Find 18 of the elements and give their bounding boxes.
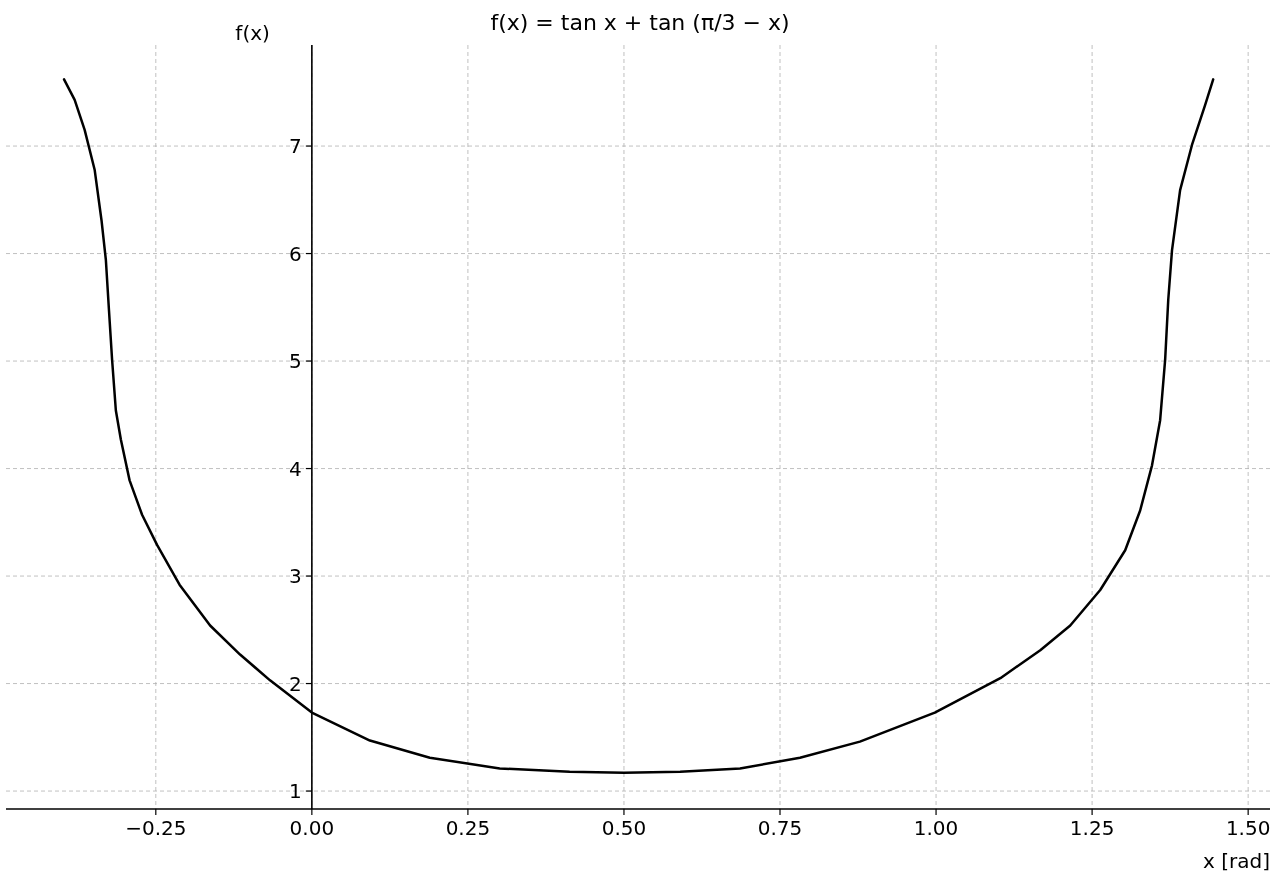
y-tick-label: 6 xyxy=(289,241,302,266)
x-tick-label: 1.25 xyxy=(1069,816,1115,840)
x-tick-label: 0.75 xyxy=(757,816,803,840)
y-axis-title: f(x) xyxy=(235,21,270,45)
x-tick-label: 0.25 xyxy=(445,816,491,840)
y-tick-label: 3 xyxy=(289,564,302,589)
x-axis-title: x [rad] xyxy=(1203,849,1270,873)
y-tick-label: 5 xyxy=(289,349,302,374)
y-tick-label: 1 xyxy=(289,779,302,804)
chart-title: f(x) = tan x + tan (π/3 − x) xyxy=(490,10,790,35)
y-tick-label: 2 xyxy=(289,671,302,696)
x-tick-label: 0.50 xyxy=(601,816,647,840)
x-tick-label: 0.00 xyxy=(289,816,335,840)
x-tick-label: −0.25 xyxy=(125,816,187,840)
x-tick-label: 1.00 xyxy=(913,816,959,840)
x-tick-label: 1.50 xyxy=(1225,816,1271,840)
y-tick-label: 7 xyxy=(289,134,302,159)
y-tick-label: 4 xyxy=(289,456,302,481)
